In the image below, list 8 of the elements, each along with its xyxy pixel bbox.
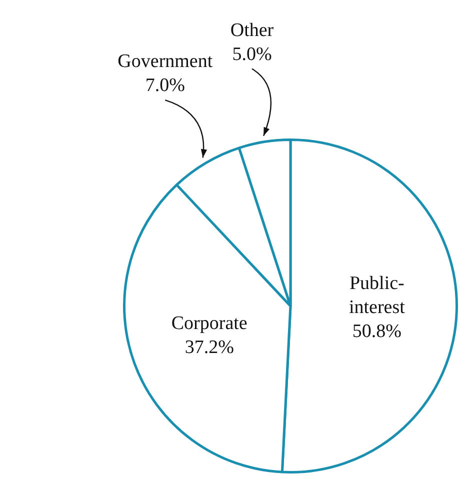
data-label: 37.2%	[184, 336, 234, 358]
slice-label: Public-interest	[348, 273, 406, 318]
data-label: 5.0%	[232, 44, 272, 65]
slice-label: Corporate	[171, 312, 248, 334]
slice-label: Government	[118, 51, 214, 72]
data-label: 7.0%	[145, 75, 186, 96]
slice-label: Other	[230, 20, 274, 41]
data-label: 50.8%	[352, 321, 402, 342]
